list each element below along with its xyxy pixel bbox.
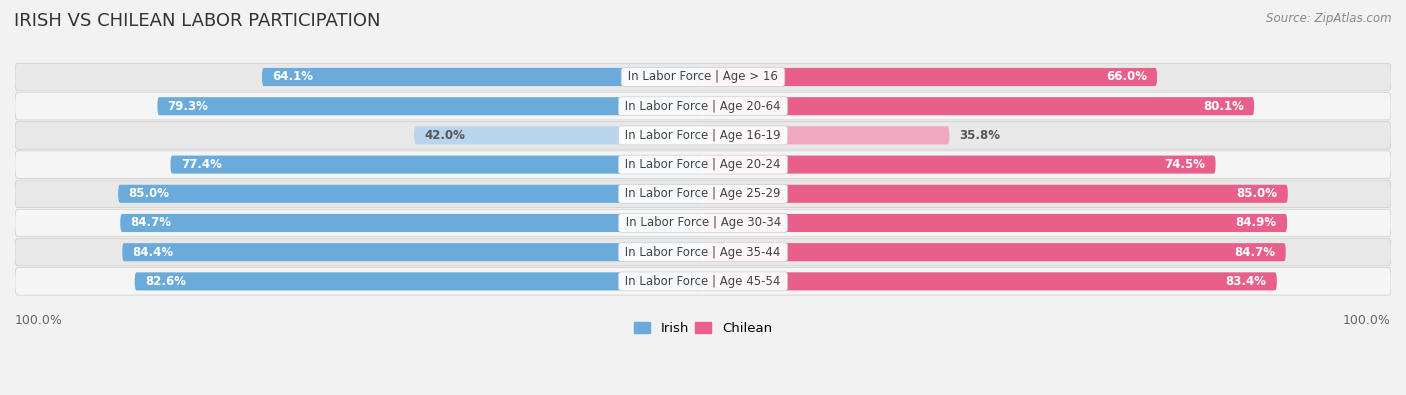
Text: 83.4%: 83.4%: [1226, 275, 1267, 288]
FancyBboxPatch shape: [118, 185, 703, 203]
Text: 84.9%: 84.9%: [1236, 216, 1277, 229]
Text: In Labor Force | Age 25-29: In Labor Force | Age 25-29: [621, 187, 785, 200]
FancyBboxPatch shape: [15, 180, 1391, 207]
Text: 77.4%: 77.4%: [181, 158, 222, 171]
Text: 74.5%: 74.5%: [1164, 158, 1205, 171]
Text: In Labor Force | Age 35-44: In Labor Force | Age 35-44: [621, 246, 785, 259]
FancyBboxPatch shape: [15, 239, 1391, 266]
Text: 100.0%: 100.0%: [1343, 314, 1391, 327]
Text: 42.0%: 42.0%: [425, 129, 465, 142]
Text: In Labor Force | Age > 16: In Labor Force | Age > 16: [624, 70, 782, 83]
FancyBboxPatch shape: [703, 214, 1286, 232]
FancyBboxPatch shape: [703, 68, 1157, 86]
Text: 85.0%: 85.0%: [1236, 187, 1278, 200]
Text: 82.6%: 82.6%: [145, 275, 186, 288]
FancyBboxPatch shape: [15, 151, 1391, 178]
Text: 80.1%: 80.1%: [1204, 100, 1244, 113]
FancyBboxPatch shape: [703, 126, 949, 145]
Text: In Labor Force | Age 30-34: In Labor Force | Age 30-34: [621, 216, 785, 229]
Text: 66.0%: 66.0%: [1105, 70, 1147, 83]
Legend: Irish, Chilean: Irish, Chilean: [628, 317, 778, 341]
FancyBboxPatch shape: [262, 68, 703, 86]
Text: In Labor Force | Age 20-24: In Labor Force | Age 20-24: [621, 158, 785, 171]
FancyBboxPatch shape: [15, 268, 1391, 295]
FancyBboxPatch shape: [122, 243, 703, 261]
Text: 100.0%: 100.0%: [15, 314, 63, 327]
Text: Source: ZipAtlas.com: Source: ZipAtlas.com: [1267, 12, 1392, 25]
Text: In Labor Force | Age 20-64: In Labor Force | Age 20-64: [621, 100, 785, 113]
FancyBboxPatch shape: [170, 156, 703, 174]
Text: 84.7%: 84.7%: [131, 216, 172, 229]
Text: 85.0%: 85.0%: [128, 187, 170, 200]
Text: IRISH VS CHILEAN LABOR PARTICIPATION: IRISH VS CHILEAN LABOR PARTICIPATION: [14, 12, 381, 30]
Text: In Labor Force | Age 16-19: In Labor Force | Age 16-19: [621, 129, 785, 142]
FancyBboxPatch shape: [15, 209, 1391, 237]
FancyBboxPatch shape: [703, 97, 1254, 115]
FancyBboxPatch shape: [413, 126, 703, 145]
FancyBboxPatch shape: [15, 63, 1391, 91]
Text: 64.1%: 64.1%: [273, 70, 314, 83]
FancyBboxPatch shape: [15, 92, 1391, 120]
FancyBboxPatch shape: [135, 272, 703, 290]
FancyBboxPatch shape: [703, 243, 1285, 261]
Text: In Labor Force | Age 45-54: In Labor Force | Age 45-54: [621, 275, 785, 288]
FancyBboxPatch shape: [703, 156, 1216, 174]
Text: 84.4%: 84.4%: [132, 246, 174, 259]
FancyBboxPatch shape: [121, 214, 703, 232]
Text: 35.8%: 35.8%: [960, 129, 1001, 142]
FancyBboxPatch shape: [703, 185, 1288, 203]
FancyBboxPatch shape: [15, 122, 1391, 149]
FancyBboxPatch shape: [703, 272, 1277, 290]
Text: 79.3%: 79.3%: [167, 100, 208, 113]
Text: 84.7%: 84.7%: [1234, 246, 1275, 259]
FancyBboxPatch shape: [157, 97, 703, 115]
